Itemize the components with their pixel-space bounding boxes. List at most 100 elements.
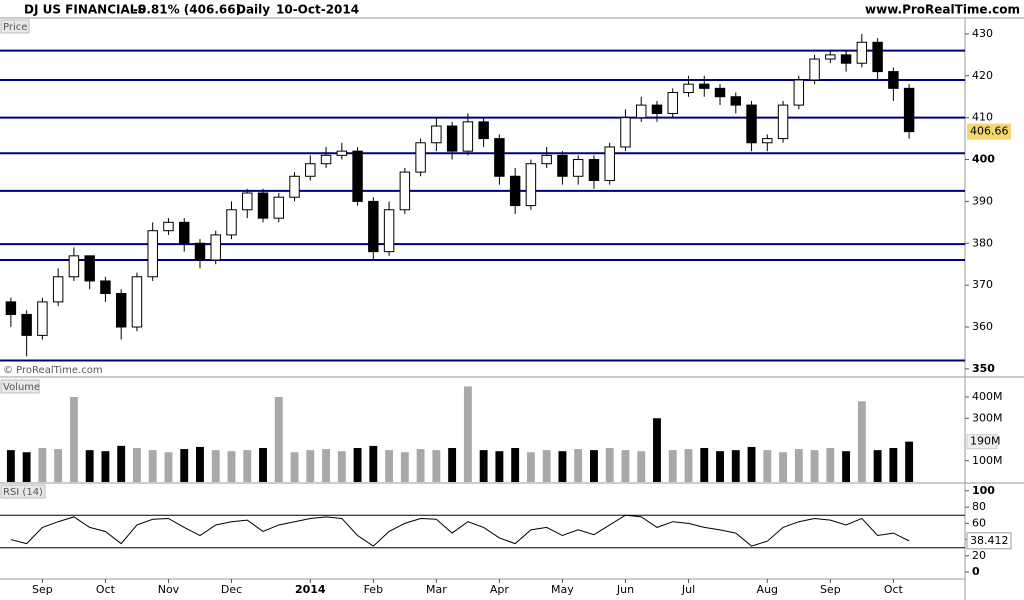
candle-body [446, 125, 458, 152]
volume-bar [164, 452, 173, 482]
y-tick-label: 400 [972, 153, 995, 166]
x-tick-label: Sep [32, 583, 53, 596]
candle-body [793, 79, 805, 106]
volume-bar [653, 418, 661, 482]
candle-body [777, 104, 789, 140]
y-tick-label: 370 [972, 278, 993, 291]
volume-tag: Volume [3, 382, 40, 393]
candle-body [289, 175, 300, 198]
volume-bar [101, 451, 110, 482]
instrument: DJ US FINANCIALS [24, 3, 146, 17]
candle-body [714, 87, 726, 98]
candle-body [305, 163, 316, 177]
candle-body [257, 192, 269, 219]
y-tick-label: 100M [972, 454, 1003, 467]
x-tick-label: Feb [364, 583, 383, 596]
volume-bar [684, 449, 693, 482]
y-tick-label: 430 [972, 27, 993, 40]
candle-body [683, 83, 694, 94]
candle-body [903, 87, 915, 133]
volume-bar [432, 450, 441, 482]
volume-bar [574, 449, 583, 482]
volume-bar [322, 449, 330, 482]
x-tick-label: Mar [426, 583, 447, 596]
volume-bar [400, 452, 409, 482]
y-tick-label: 300M [972, 411, 1003, 424]
candle-body [509, 175, 521, 207]
volume-bar [700, 448, 709, 482]
rsi-tag: RSI (14) [3, 487, 43, 498]
volume-bar [731, 450, 740, 482]
interval: Daily [236, 3, 270, 17]
volume-bar [243, 450, 252, 482]
candle-body [746, 104, 757, 144]
y-tick-label: 400M [972, 390, 1003, 403]
volume-bar [810, 450, 819, 482]
volume-bar [463, 386, 472, 482]
candle-body [100, 280, 111, 295]
y-tick-label: 350 [972, 362, 995, 375]
volume-bar [117, 445, 126, 482]
candle-body [5, 301, 17, 315]
volume-bar [337, 451, 346, 482]
x-tick-label: 2014 [295, 583, 326, 596]
volume-bar [716, 451, 724, 482]
x-tick-label: Nov [158, 583, 180, 596]
y-tick-label: 380 [972, 236, 993, 249]
volume-bar [259, 448, 267, 482]
last-volume: 190M [970, 435, 1001, 448]
volume-bar [290, 452, 299, 482]
x-tick-label: Dec [221, 583, 242, 596]
candle-body [383, 209, 395, 253]
volume-bar [905, 441, 914, 482]
volume-bar [69, 397, 78, 482]
candle-body [825, 54, 836, 60]
candle-body [462, 121, 474, 152]
rsi-tag-box [0, 484, 46, 499]
volume-bar [747, 446, 756, 482]
candle-body [840, 54, 852, 64]
volume-bar [133, 448, 141, 482]
candle-body [210, 234, 221, 261]
candle-body [273, 196, 285, 219]
volume-bar [857, 401, 866, 482]
volume-bar [842, 451, 851, 482]
candle-body [131, 276, 143, 328]
y-tick-label: 0 [972, 565, 980, 578]
volume-bar [85, 450, 94, 482]
volume-bar [22, 452, 31, 482]
candle-body [368, 200, 379, 253]
candle-body [52, 276, 64, 303]
candle-body [572, 159, 584, 177]
volume-bar [668, 450, 677, 482]
candle-body [667, 92, 678, 114]
y-tick-label: 100 [972, 484, 995, 497]
volume-bar [6, 450, 15, 482]
candle-body [226, 209, 237, 236]
candle-body [478, 121, 489, 140]
candle-body [194, 242, 206, 261]
volume-bar [211, 450, 220, 482]
y-tick-label: 390 [972, 194, 993, 207]
last-price-box [967, 123, 1011, 140]
x-tick-label: Aug [757, 583, 778, 596]
candle-body [84, 255, 95, 282]
candle-body [37, 301, 48, 336]
volume-bar [38, 448, 47, 482]
x-tick-label: Apr [490, 583, 510, 596]
candle-body [888, 71, 899, 89]
volume-bar [416, 449, 425, 482]
volume-bar [227, 451, 236, 482]
candle-body [604, 146, 615, 181]
source: www.ProRealTime.com [865, 3, 1020, 17]
last-price: 406.66 [970, 125, 1009, 138]
x-tick-label: Jun [616, 583, 634, 596]
candle-body [541, 154, 552, 165]
volume-bar [148, 450, 157, 482]
volume-bar [511, 448, 520, 482]
candle-body [336, 150, 348, 156]
candle-body [431, 125, 442, 144]
candle-body [178, 221, 190, 244]
